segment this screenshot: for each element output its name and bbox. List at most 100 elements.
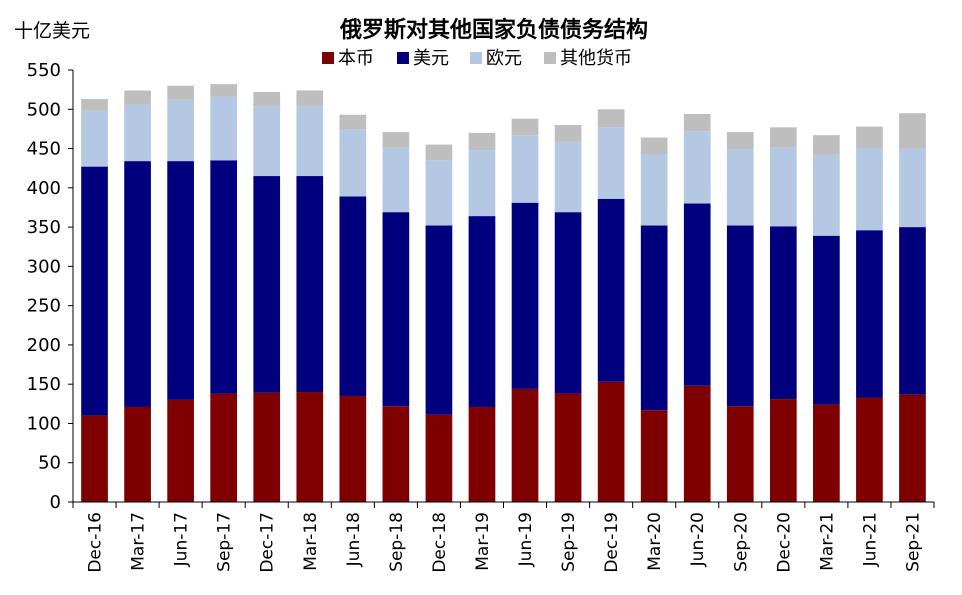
bar-segment-美元-Mar-21 [813, 235, 840, 405]
bar-segment-本币-Jun-20 [683, 385, 711, 502]
bar-segment-欧元-Sep-19 [554, 141, 582, 213]
y-tick-label: 400 [27, 178, 61, 199]
bar-segment-欧元-Dec-17 [253, 106, 281, 177]
legend-swatch-美元 [397, 52, 409, 64]
bar-segment-本币-Jun-19 [511, 388, 539, 502]
bar-segment-本币-Sep-18 [382, 406, 410, 502]
y-tick-label: 450 [27, 139, 61, 160]
bar-segment-欧元-Mar-19 [468, 150, 496, 217]
bar-segment-本币-Sep-17 [210, 393, 238, 502]
legend-swatch-本币 [322, 52, 334, 64]
bar-segment-本币-Dec-19 [597, 381, 625, 502]
y-tick-label: 0 [50, 492, 61, 513]
bar-segment-美元-Sep-21 [899, 227, 926, 395]
bar-segment-本币-Mar-18 [296, 392, 324, 502]
x-tick-label: Sep-17 [215, 512, 235, 572]
y-tick-label: 500 [27, 99, 61, 120]
bar-segment-美元-Dec-20 [769, 226, 797, 400]
bar-segment-其他货币-Mar-18 [296, 90, 324, 107]
bar-segment-本币-Mar-21 [813, 404, 840, 502]
bar-segment-欧元-Mar-21 [813, 154, 840, 236]
legend: 本币 美元 欧元 其他货币 [322, 48, 632, 69]
bar-segment-本币-Jun-18 [339, 395, 367, 502]
bar-segment-其他货币-Dec-20 [769, 127, 797, 148]
x-tick-label: Jun-18 [344, 512, 364, 567]
x-tick-label: Dec-16 [86, 512, 106, 573]
bar-segment-其他货币-Jun-19 [511, 118, 539, 136]
bar-segment-其他货币-Dec-19 [597, 109, 625, 128]
bar-segment-其他货币-Mar-17 [124, 90, 151, 105]
bar-segment-欧元-Mar-18 [296, 106, 324, 177]
bar-segment-本币-Dec-20 [769, 399, 797, 502]
x-tick-label: Sep-18 [387, 512, 407, 572]
bar-segment-欧元-Mar-20 [640, 154, 668, 226]
bar-segment-欧元-Jun-17 [167, 99, 194, 162]
bar-segment-欧元-Dec-18 [425, 160, 453, 226]
x-tick-label: Dec-20 [774, 512, 794, 573]
x-tick-label: Mar-18 [301, 512, 321, 571]
bars [81, 84, 926, 502]
x-tick-label: Dec-19 [602, 512, 622, 573]
bar-segment-其他货币-Sep-21 [899, 113, 926, 149]
bar-segment-美元-Dec-19 [597, 198, 625, 382]
bar-segment-美元-Dec-17 [253, 176, 281, 393]
bar-segment-欧元-Sep-18 [382, 147, 410, 213]
bar-segment-美元-Sep-18 [382, 212, 410, 407]
bar-segment-欧元-Jun-21 [856, 148, 883, 231]
bar-segment-本币-Sep-21 [899, 394, 926, 502]
bar-segment-美元-Mar-18 [296, 176, 324, 393]
bar-segment-美元-Jun-20 [683, 203, 711, 386]
x-axis-ticks: Dec-16 Mar-17 Jun-17 Sep-17 Dec-17 Mar-18 Jun-… [72, 502, 935, 573]
bar-segment-其他货币-Jun-18 [339, 114, 367, 130]
chart-title: 俄罗斯对其他国家负债债务结构 [339, 17, 648, 43]
x-tick-label: Sep-19 [559, 512, 579, 572]
x-tick-label: Mar-20 [645, 512, 665, 571]
bar-segment-其他货币-Dec-16 [81, 99, 108, 111]
bar-segment-本币-Dec-17 [253, 392, 281, 502]
bar-segment-欧元-Dec-20 [769, 147, 797, 227]
legend-label-欧元: 欧元 [486, 48, 522, 69]
bar-segment-欧元-Dec-16 [81, 110, 108, 167]
bar-segment-其他货币-Sep-18 [382, 132, 410, 148]
bar-segment-美元-Jun-18 [339, 196, 367, 396]
y-tick-label: 100 [27, 413, 61, 434]
x-tick-label: Sep-21 [903, 512, 923, 572]
bar-segment-其他货币-Mar-19 [468, 132, 496, 151]
y-tick-label: 550 [27, 60, 61, 81]
y-tick-label: 350 [27, 217, 61, 238]
legend-swatch-其他货币 [544, 52, 556, 64]
bar-segment-本币-Mar-20 [640, 410, 668, 502]
x-tick-label: Jun-19 [516, 512, 536, 567]
x-tick-label: Mar-21 [817, 512, 837, 571]
legend-label-美元: 美元 [413, 48, 449, 69]
bar-segment-欧元-Jun-20 [683, 131, 711, 204]
bar-segment-美元-Jun-19 [511, 202, 539, 389]
bar-segment-其他货币-Dec-17 [253, 91, 281, 107]
bar-segment-美元-Mar-20 [640, 225, 668, 411]
legend-swatch-欧元 [470, 52, 482, 64]
x-tick-label: Jun-17 [172, 512, 192, 567]
y-tick-label: 200 [27, 335, 61, 356]
bar-segment-欧元-Mar-17 [124, 104, 151, 162]
bar-segment-美元-Mar-19 [468, 216, 496, 407]
bar-segment-本币-Dec-16 [81, 415, 108, 502]
bar-segment-其他货币-Dec-18 [425, 144, 453, 161]
bar-segment-美元-Dec-18 [425, 225, 453, 415]
bar-segment-欧元-Dec-19 [597, 127, 625, 199]
legend-label-本币: 本币 [338, 48, 374, 69]
bar-segment-其他货币-Jun-20 [683, 113, 711, 132]
y-tick-label: 150 [27, 374, 61, 395]
x-tick-label: Mar-17 [129, 512, 149, 571]
bar-segment-美元-Dec-16 [81, 166, 108, 416]
bar-segment-美元-Mar-17 [124, 161, 151, 407]
x-tick-label: Mar-19 [473, 512, 493, 571]
bar-segment-美元-Sep-19 [554, 212, 582, 394]
bar-segment-其他货币-Mar-21 [813, 135, 840, 155]
bar-segment-其他货币-Sep-17 [210, 84, 238, 97]
bar-segment-美元-Jun-17 [167, 161, 194, 400]
bar-segment-本币-Sep-20 [726, 406, 754, 502]
bar-segment-欧元-Sep-20 [726, 149, 754, 226]
x-tick-label: Jun-20 [688, 512, 708, 567]
bar-segment-欧元-Sep-21 [899, 148, 926, 228]
